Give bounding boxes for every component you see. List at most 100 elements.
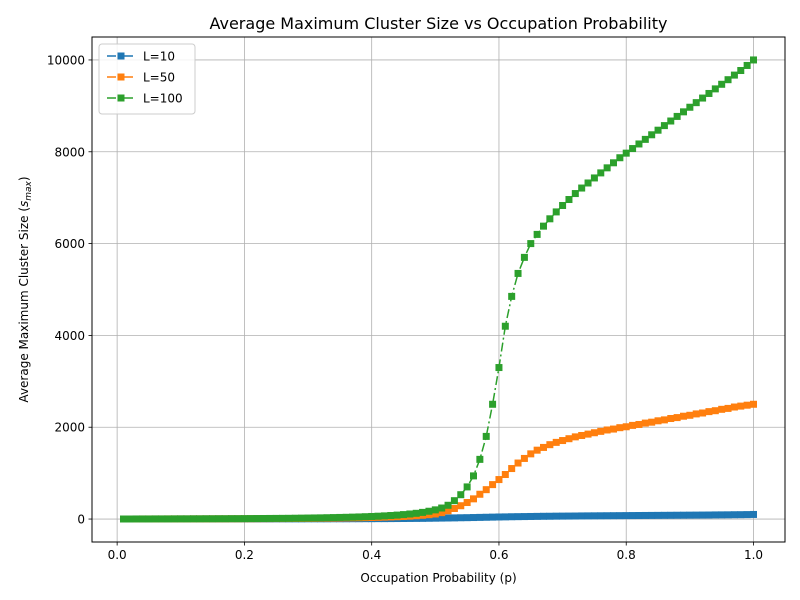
data-point-l100 bbox=[431, 506, 439, 514]
data-point-l100 bbox=[686, 103, 694, 111]
data-point-l100 bbox=[667, 117, 675, 125]
data-point-l10 bbox=[578, 512, 586, 520]
data-point-l10 bbox=[514, 513, 522, 521]
data-point-l50 bbox=[450, 504, 458, 512]
x-tick-label: 0.4 bbox=[362, 548, 381, 562]
data-point-l10 bbox=[590, 512, 598, 520]
x-tick-label: 0.0 bbox=[108, 548, 127, 562]
data-point-l100 bbox=[374, 512, 382, 520]
y-axis-label: Average Maximum Cluster Size (smax) bbox=[17, 176, 34, 402]
data-point-l50 bbox=[470, 495, 477, 503]
data-point-l100 bbox=[349, 513, 357, 521]
data-point-l100 bbox=[317, 514, 325, 522]
data-point-l50 bbox=[444, 507, 452, 515]
data-point-l50 bbox=[584, 430, 592, 438]
data-point-l50 bbox=[546, 441, 554, 449]
data-point-l100 bbox=[533, 230, 541, 238]
data-point-l50 bbox=[654, 417, 662, 425]
data-point-l100 bbox=[412, 509, 420, 517]
x-tick-label: 0.8 bbox=[617, 548, 636, 562]
data-point-l50 bbox=[730, 403, 738, 411]
data-point-l50 bbox=[514, 459, 522, 467]
grid bbox=[92, 37, 785, 542]
data-point-l10 bbox=[482, 513, 490, 521]
data-point-l100 bbox=[578, 184, 586, 192]
data-point-l100 bbox=[603, 164, 611, 172]
data-point-l50 bbox=[737, 402, 745, 410]
data-point-l10 bbox=[743, 511, 751, 519]
data-point-l50 bbox=[438, 509, 446, 517]
data-point-l10 bbox=[622, 512, 630, 520]
data-point-l50 bbox=[552, 438, 560, 446]
data-point-l100 bbox=[215, 515, 223, 523]
data-point-l10 bbox=[470, 514, 477, 522]
data-point-l50 bbox=[571, 433, 579, 441]
plot-series bbox=[120, 56, 757, 523]
x-tick-label: 0.6 bbox=[489, 548, 508, 562]
data-point-l10 bbox=[730, 511, 738, 519]
legend-label-l100: L=100 bbox=[143, 92, 183, 106]
data-point-l100 bbox=[724, 76, 732, 84]
data-point-l50 bbox=[457, 502, 465, 510]
data-point-l10 bbox=[489, 513, 497, 521]
data-point-l100 bbox=[610, 159, 617, 167]
data-point-l10 bbox=[660, 511, 668, 519]
data-point-l50 bbox=[629, 421, 637, 429]
data-point-l10 bbox=[565, 512, 573, 520]
data-point-l10 bbox=[680, 511, 687, 519]
data-point-l50 bbox=[616, 424, 624, 432]
data-point-l10 bbox=[711, 511, 719, 519]
data-point-l100 bbox=[590, 174, 598, 182]
data-point-l10 bbox=[450, 514, 458, 522]
data-point-l100 bbox=[158, 515, 166, 523]
data-point-l50 bbox=[610, 425, 617, 433]
data-point-l50 bbox=[527, 450, 535, 458]
data-point-l100 bbox=[310, 514, 318, 522]
data-point-l100 bbox=[400, 511, 407, 519]
data-point-l50 bbox=[559, 437, 567, 445]
data-point-l50 bbox=[476, 490, 484, 498]
data-point-l50 bbox=[622, 423, 630, 431]
series-l100 bbox=[120, 56, 757, 523]
data-point-l10 bbox=[431, 514, 439, 522]
data-point-l100 bbox=[291, 514, 299, 522]
data-point-l50 bbox=[743, 401, 751, 409]
data-point-l50 bbox=[667, 415, 675, 423]
data-point-l100 bbox=[743, 61, 751, 69]
data-point-l100 bbox=[126, 515, 134, 523]
data-point-l50 bbox=[603, 426, 611, 434]
legend-label-l10: L=10 bbox=[143, 50, 175, 64]
data-point-l100 bbox=[546, 215, 554, 223]
data-point-l10 bbox=[540, 512, 547, 520]
data-point-l100 bbox=[482, 432, 490, 440]
data-point-l10 bbox=[705, 511, 713, 519]
data-point-l100 bbox=[699, 94, 707, 102]
data-point-l100 bbox=[272, 514, 280, 522]
data-point-l50 bbox=[635, 420, 643, 428]
data-point-l100 bbox=[406, 510, 414, 518]
data-point-l100 bbox=[476, 455, 484, 463]
data-point-l50 bbox=[641, 419, 649, 427]
legend-item-l10: L=10 bbox=[107, 50, 175, 64]
data-point-l100 bbox=[654, 126, 662, 134]
data-point-l50 bbox=[482, 486, 490, 494]
data-point-l10 bbox=[501, 513, 509, 521]
data-point-l100 bbox=[673, 112, 681, 120]
data-point-l100 bbox=[190, 515, 197, 523]
data-point-l10 bbox=[686, 511, 694, 519]
legend-marker-l10 bbox=[117, 52, 125, 60]
data-point-l100 bbox=[304, 514, 312, 522]
data-point-l10 bbox=[444, 514, 452, 522]
data-point-l10 bbox=[629, 512, 637, 520]
data-point-l100 bbox=[705, 89, 713, 97]
data-point-l100 bbox=[463, 483, 471, 491]
data-point-l50 bbox=[565, 435, 573, 443]
data-point-l100 bbox=[559, 201, 567, 209]
y-tick-label: 8000 bbox=[54, 145, 85, 159]
data-point-l100 bbox=[139, 515, 147, 523]
data-point-l100 bbox=[355, 513, 363, 521]
data-point-l100 bbox=[692, 99, 700, 107]
data-point-l100 bbox=[323, 514, 331, 522]
x-tick-label: 1.0 bbox=[744, 548, 763, 562]
data-point-l100 bbox=[750, 56, 757, 64]
